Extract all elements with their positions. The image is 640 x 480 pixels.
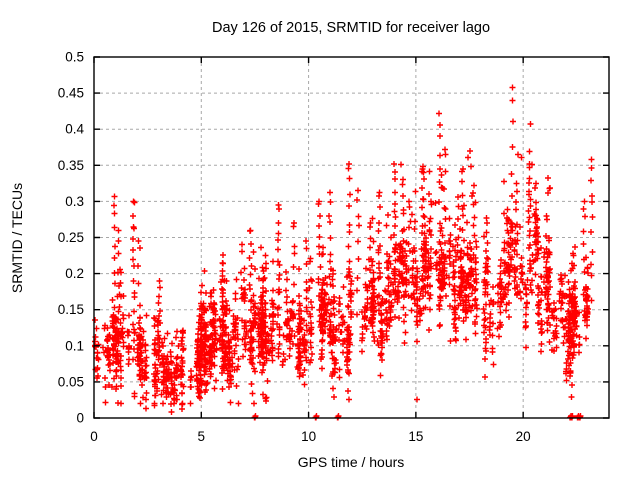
y-tick-label: 0.1 — [65, 338, 84, 353]
y-tick-label: 0.2 — [65, 266, 84, 281]
y-tick-label: 0.05 — [58, 374, 84, 389]
tick-labels: 0 0.05 0.1 0.15 0.2 0.25 0.3 0.35 0.4 0.45 0.5 0 5 10… — [58, 50, 531, 445]
x-tick-label: 10 — [301, 429, 316, 444]
x-tick-label: 0 — [90, 429, 98, 444]
x-tick-label: 20 — [516, 429, 531, 444]
y-tick-label: 0.35 — [58, 158, 84, 173]
x-tick-label: 15 — [408, 429, 423, 444]
y-tick-label: 0 — [76, 411, 84, 426]
y-tick-label: 0.5 — [65, 50, 84, 65]
x-axis-label: GPS time / hours — [298, 454, 405, 470]
plot-frame-and-ticks — [93, 56, 610, 419]
y-tick-label: 0.45 — [58, 86, 84, 101]
scatter-points — [92, 84, 596, 421]
x-tick-label: 5 — [198, 429, 206, 444]
chart-title: Day 126 of 2015, SRMTID for receiver lag… — [212, 20, 490, 36]
y-axis-label: SRMTID / TECUs — [9, 183, 25, 293]
y-tick-label: 0.3 — [65, 194, 84, 209]
y-tick-label: 0.15 — [58, 302, 84, 317]
y-tick-label: 0.25 — [58, 230, 84, 245]
y-tick-label: 0.4 — [65, 122, 84, 137]
